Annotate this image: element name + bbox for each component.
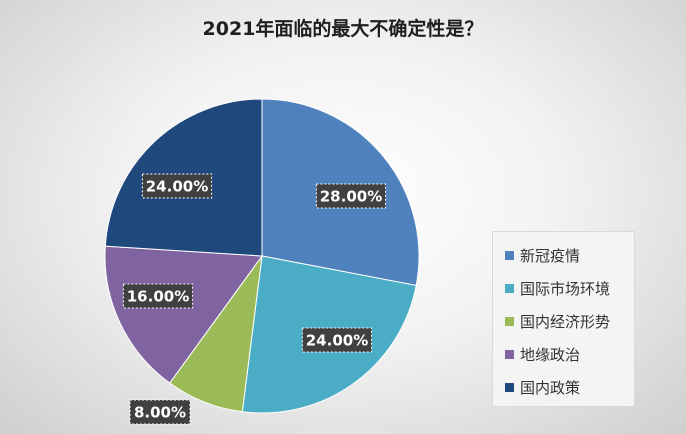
data-label: 8.00% [129, 399, 191, 425]
svg-text:8.00%: 8.00% [134, 404, 186, 422]
legend-swatch [505, 383, 514, 392]
legend-item: 国内政策 [505, 371, 634, 404]
data-label: 16.00% [122, 283, 194, 309]
legend-label: 国内经济形势 [520, 313, 611, 331]
data-label: 24.00% [301, 327, 373, 353]
chart-title: 2021年面临的最大不确定性是？ [202, 18, 484, 40]
legend-label: 地缘政治 [520, 346, 581, 364]
legend-label: 新冠疫情 [520, 247, 581, 265]
svg-text:28.00%: 28.00% [320, 188, 382, 206]
svg-text:16.00%: 16.00% [127, 288, 189, 306]
legend-item: 地缘政治 [505, 338, 634, 371]
legend-item: 新冠疫情 [505, 239, 634, 272]
legend: 新冠疫情国际市场环境 国内经济形势 地缘政治国内政策 [492, 231, 635, 407]
legend-swatch [505, 317, 514, 326]
legend-label: 国内政策 [520, 379, 581, 397]
svg-text:24.00%: 24.00% [146, 178, 208, 196]
pie-slice [104, 245, 263, 384]
legend-swatch [505, 251, 514, 260]
legend-swatch [505, 350, 514, 359]
svg-text:24.00%: 24.00% [306, 332, 368, 350]
data-label: 28.00% [315, 183, 387, 209]
legend-item: 国际市场环境 [505, 272, 634, 305]
data-label: 24.00% [141, 173, 213, 199]
legend-label: 国际市场环境 [520, 280, 611, 298]
legend-swatch [505, 284, 514, 293]
legend-item: 国内经济形势 [505, 305, 634, 338]
